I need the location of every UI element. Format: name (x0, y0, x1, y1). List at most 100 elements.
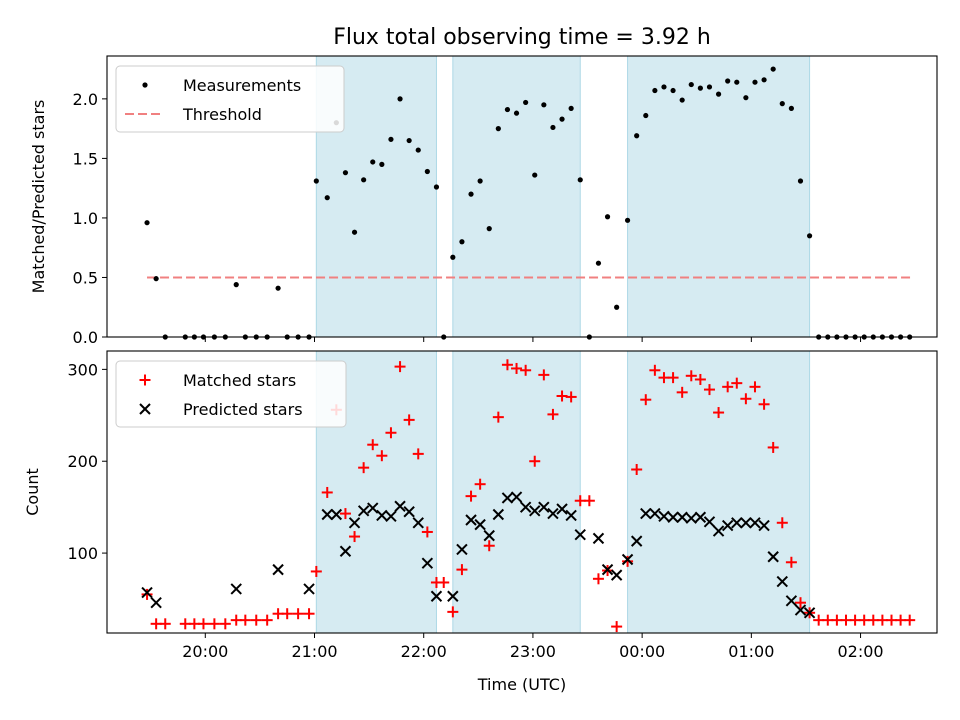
data-point (749, 381, 761, 393)
x-tick-label: 23:00 (510, 642, 556, 661)
data-point (513, 110, 520, 116)
data-point (740, 393, 752, 405)
x-tick-label: 21:00 (291, 642, 337, 661)
data-point (433, 184, 440, 190)
data-point (281, 608, 293, 620)
data-point (630, 535, 643, 547)
data-point (430, 590, 443, 602)
data-point (694, 373, 706, 385)
data-point (504, 106, 511, 113)
data-point (367, 439, 379, 451)
data-point (734, 79, 740, 85)
data-point (706, 84, 713, 90)
data-point (459, 239, 465, 245)
data-point (153, 276, 159, 282)
data-point (412, 517, 424, 529)
data-point (715, 91, 722, 97)
data-point (611, 621, 623, 633)
data-point (547, 507, 559, 520)
data-point (767, 441, 779, 453)
data-point (640, 394, 652, 406)
axes-frame (106, 350, 938, 634)
figure-title: Flux total observing time = 3.92 h (333, 25, 711, 50)
data-point (376, 509, 388, 522)
data-point (495, 126, 501, 132)
data-point (721, 519, 734, 532)
data-point (565, 509, 577, 522)
data-point (583, 495, 595, 507)
data-point (712, 525, 725, 537)
data-point (538, 501, 550, 513)
data-point (722, 381, 734, 393)
data-point (621, 553, 634, 566)
x-axis-label: Time (UTC) (477, 675, 566, 694)
data-point (339, 508, 351, 520)
data-point (592, 573, 604, 585)
data-point (447, 590, 459, 602)
legend: Measurements Threshold (115, 65, 345, 133)
legend-box (115, 65, 345, 133)
data-point (272, 563, 284, 576)
data-point (477, 178, 483, 184)
data-point (770, 66, 776, 72)
data-point (574, 529, 586, 541)
legend-label: Measurements (183, 76, 301, 95)
data-point (474, 518, 486, 531)
data-point (483, 540, 495, 552)
data-point (667, 511, 679, 523)
legend-label: Predicted stars (183, 400, 303, 419)
data-point (351, 229, 358, 235)
data-point (749, 517, 761, 529)
data-point (370, 159, 376, 165)
data-point (595, 260, 602, 266)
data-point (421, 557, 434, 569)
data-point (631, 463, 643, 475)
data-point (670, 87, 676, 94)
data-point (465, 490, 477, 502)
series-matched-stars (141, 359, 916, 633)
data-point (743, 95, 749, 101)
data-point (667, 372, 679, 384)
data-point (348, 517, 361, 529)
data-point (529, 455, 541, 467)
data-point (438, 576, 450, 588)
data-point (239, 614, 251, 626)
data-point (208, 618, 220, 630)
y-tick-label: 100 (67, 544, 98, 563)
legend: Matched stars Predicted stars (115, 360, 347, 428)
panel-ratio: 0.0 0.5 1.0 1.5 2.0 Matched/Predicted stars Me… (29, 55, 938, 347)
data-point (465, 514, 477, 526)
data-point (159, 618, 171, 630)
data-point (339, 545, 352, 557)
data-point (652, 87, 658, 94)
legend-marker (142, 82, 148, 88)
data-point (456, 564, 468, 576)
observing-interval (452, 350, 581, 634)
data-point (357, 505, 370, 517)
data-point (492, 508, 505, 521)
y-tick-label: 200 (67, 452, 98, 471)
y-tick-label: 0.5 (73, 268, 98, 287)
data-point (614, 304, 620, 310)
data-point (141, 586, 153, 599)
data-point (725, 78, 731, 84)
data-point (523, 99, 529, 106)
data-point (688, 81, 694, 88)
data-point (424, 168, 430, 175)
data-point (592, 532, 605, 545)
data-point (303, 608, 315, 620)
data-point (541, 102, 547, 108)
data-point (904, 614, 916, 626)
data-point (604, 214, 611, 220)
data-point (292, 608, 304, 620)
data-point (679, 97, 685, 103)
y-tick-label: 300 (67, 360, 98, 379)
x-tick-label: 22:00 (401, 642, 447, 661)
data-point (303, 583, 315, 595)
data-point (685, 512, 697, 524)
data-point (358, 462, 370, 474)
data-point (785, 556, 797, 568)
data-point (649, 507, 661, 520)
data-point (785, 595, 798, 607)
